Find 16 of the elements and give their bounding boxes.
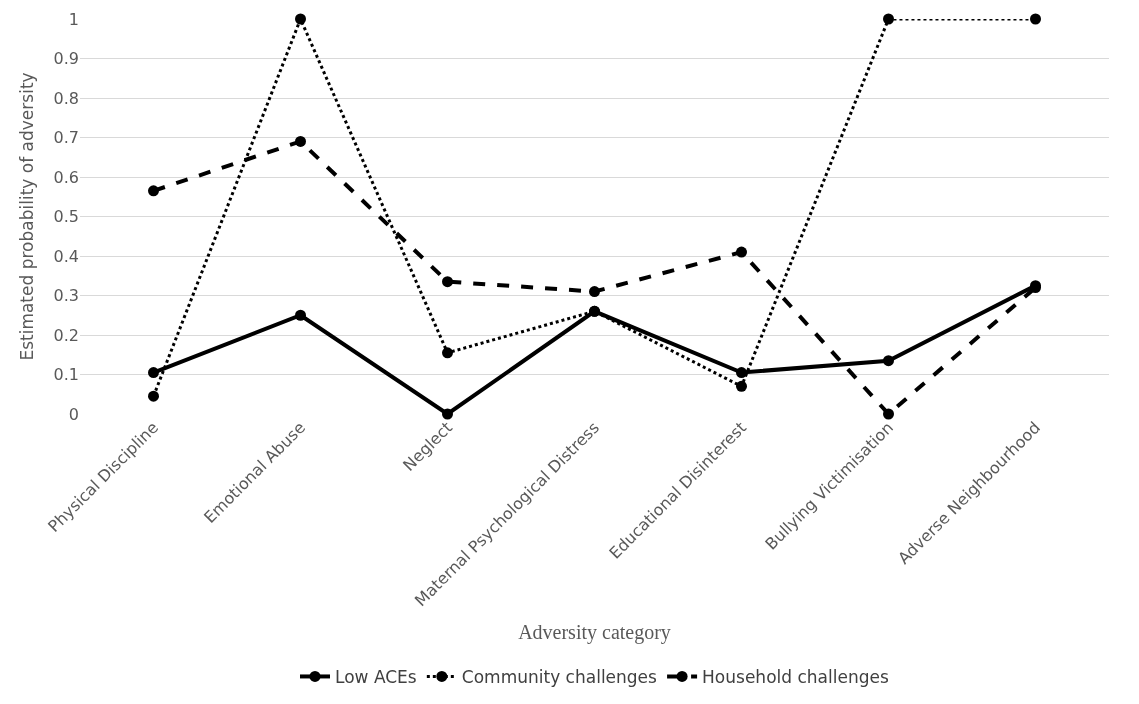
legend-label: Household challenges bbox=[702, 667, 889, 688]
legend-label: Community challenges bbox=[461, 667, 658, 688]
x-axis-title: Adversity category bbox=[518, 620, 671, 644]
y-tick-label: 0 bbox=[68, 404, 79, 424]
y-tick-label: 0.3 bbox=[53, 286, 79, 306]
y-tick-label: 0.9 bbox=[53, 49, 79, 69]
y-tick-label: 0.1 bbox=[53, 365, 79, 385]
y-tick-label: 0.7 bbox=[53, 128, 79, 148]
legend-label: Low ACEs bbox=[335, 667, 417, 688]
y-tick-label: 0.4 bbox=[53, 246, 79, 266]
y-axis-title: Estimated probability of adversity bbox=[17, 72, 38, 361]
y-tick-label: 1 bbox=[68, 9, 79, 29]
y-tick-label: 0.2 bbox=[53, 325, 79, 345]
y-tick-label: 0.6 bbox=[53, 167, 79, 187]
y-tick-label: 0.8 bbox=[53, 88, 79, 108]
y-tick-label: 0.5 bbox=[53, 207, 79, 227]
